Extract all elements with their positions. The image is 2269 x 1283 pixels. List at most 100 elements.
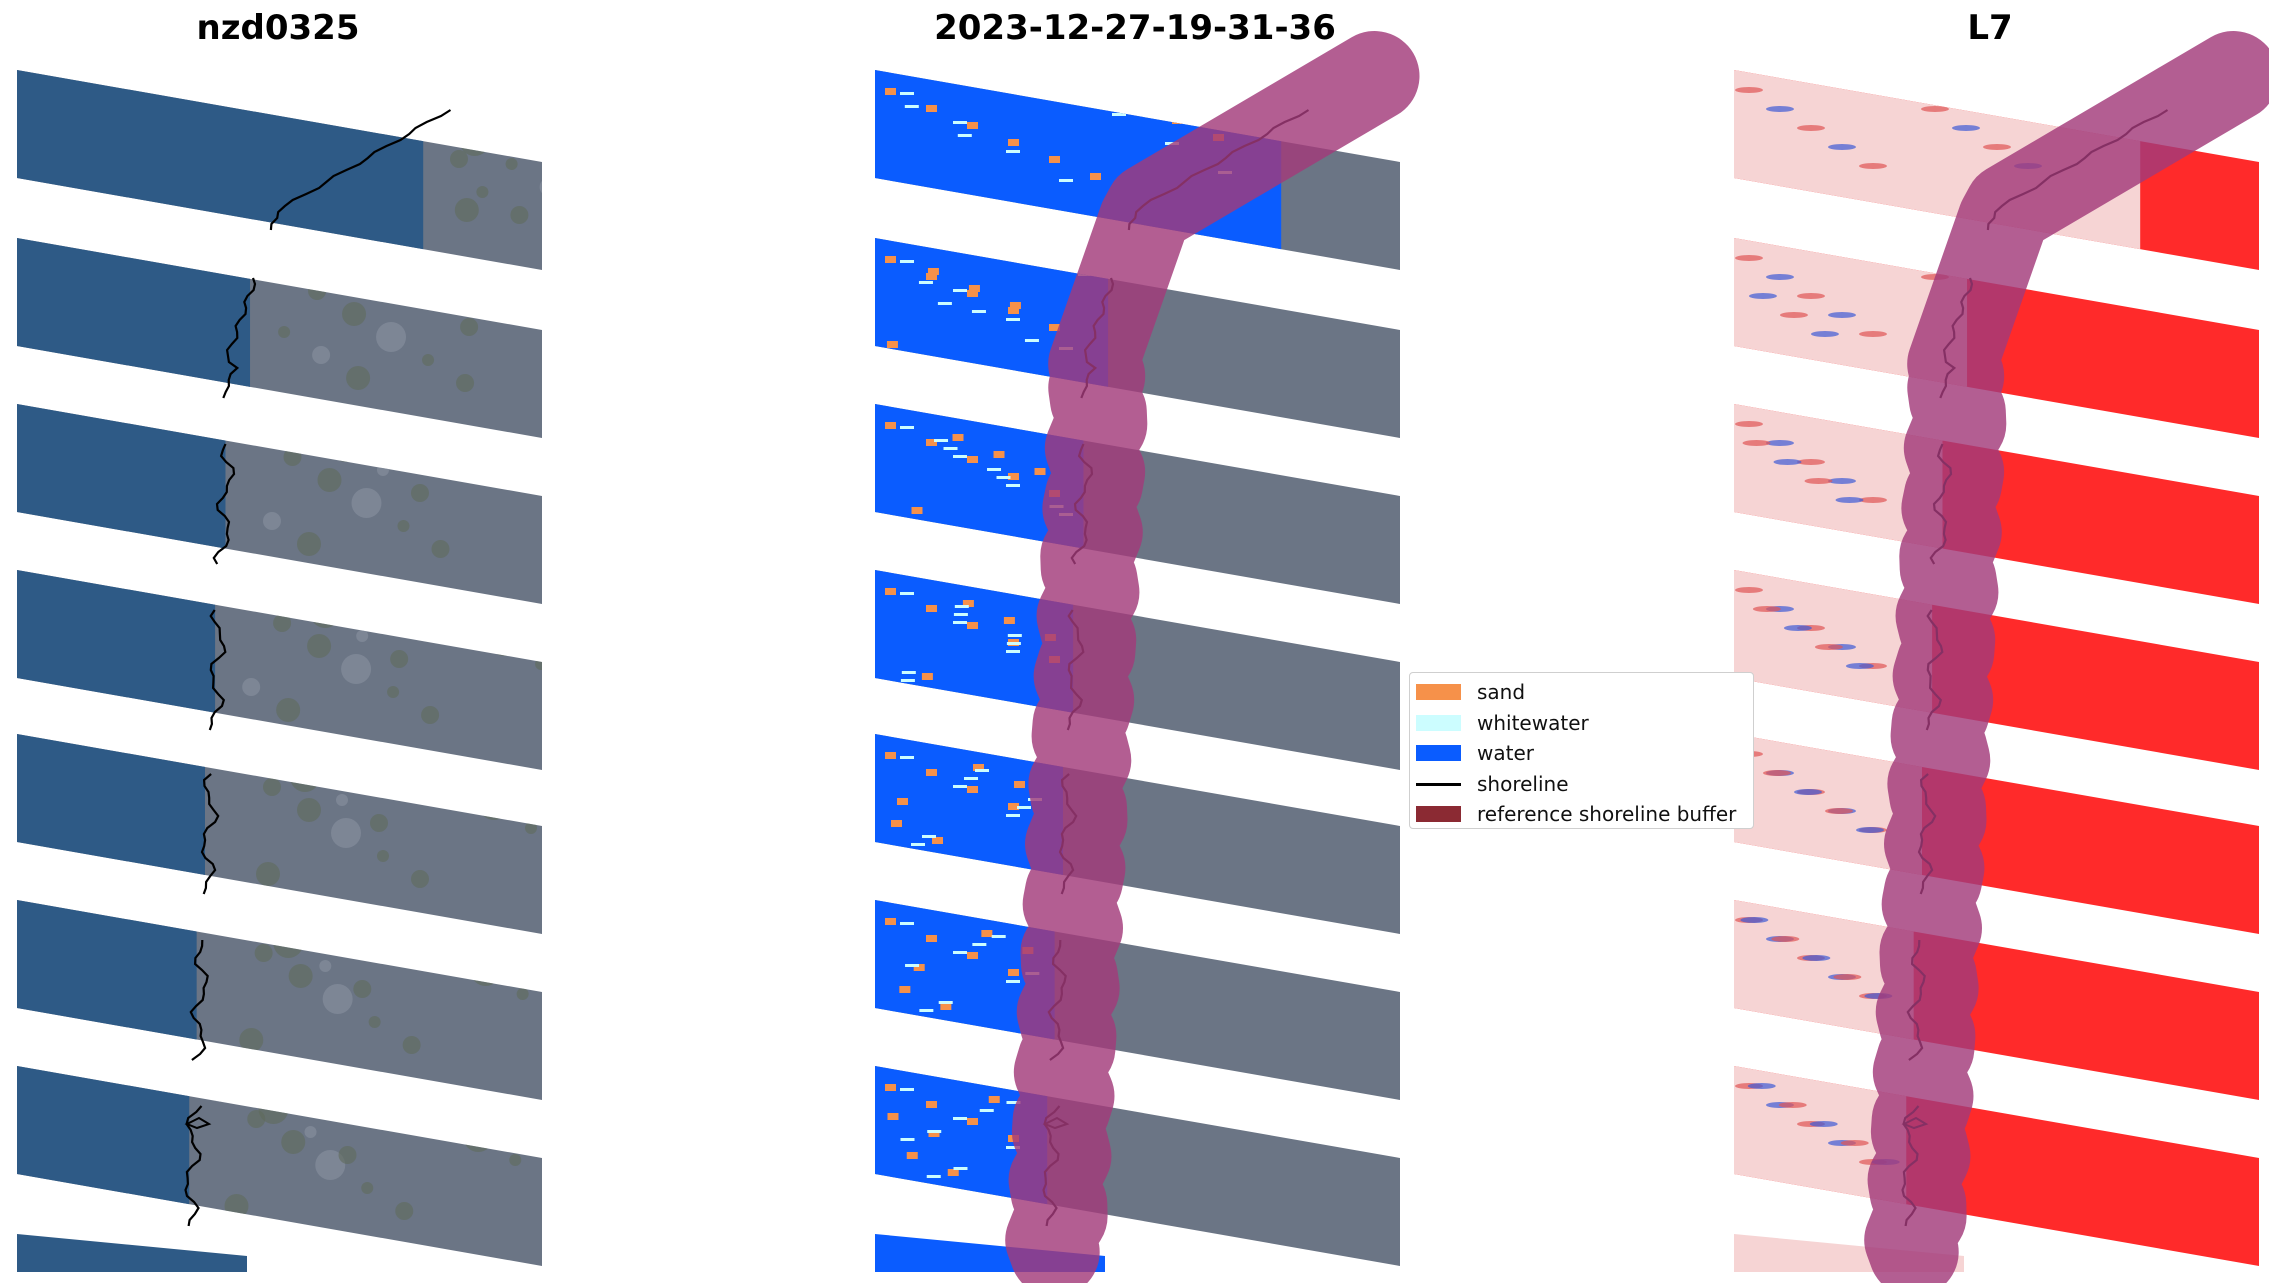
whitewater-pixel <box>937 302 952 305</box>
land-texture <box>274 262 287 274</box>
shoreline-fragment <box>184 1116 212 1130</box>
land-texture <box>262 778 281 796</box>
sand-pixel <box>947 1169 959 1176</box>
image-strip-partial <box>17 1234 247 1272</box>
buffer-swatch <box>1416 806 1461 822</box>
legend-item-whitewater: whitewater <box>1416 708 1589 738</box>
shoreline-line-swatch <box>1416 782 1461 786</box>
land-texture <box>524 822 537 834</box>
land-texture <box>459 126 490 156</box>
whitewater-pixel <box>900 1138 915 1141</box>
land-texture <box>426 298 439 310</box>
whitewater-pixel <box>1007 634 1022 637</box>
land-texture <box>544 106 568 130</box>
land-texture <box>289 762 320 792</box>
sand-pixel <box>968 285 980 292</box>
whitewater-pixel <box>953 1167 968 1170</box>
land-texture <box>338 1146 357 1164</box>
whitewater-pixel <box>938 1001 953 1004</box>
whitewater-pixel <box>954 605 969 608</box>
sand-pixel <box>926 769 937 776</box>
probability-texture <box>1771 936 1800 942</box>
sand-pixel <box>913 964 925 971</box>
sand-pixel <box>967 122 978 129</box>
whitewater-pixel <box>1006 150 1020 153</box>
probability-texture <box>1890 87 1918 93</box>
whitewater-pixel <box>987 468 1002 471</box>
whitewater-pixel <box>900 92 914 95</box>
sand-pixel <box>993 451 1005 458</box>
sand-pixel <box>885 588 896 595</box>
sand-pixel <box>940 1003 952 1010</box>
land-texture <box>273 614 292 632</box>
classified-image <box>875 31 1420 1283</box>
whitewater-pixel <box>904 105 919 108</box>
land-texture <box>390 650 409 668</box>
rgb-image-panel <box>17 66 542 1272</box>
probability-texture <box>1845 663 1874 669</box>
sand-pixel <box>1008 803 1019 810</box>
land-texture <box>341 654 372 684</box>
whitewater-pixel <box>1006 1101 1021 1104</box>
sand-pixel <box>885 918 896 925</box>
whitewater-pixel <box>943 447 958 450</box>
probability-texture <box>1735 87 1763 93</box>
probability-texture <box>1804 478 1833 484</box>
land-texture <box>488 98 519 128</box>
land-texture <box>410 484 429 502</box>
probability-image <box>1734 31 2269 1283</box>
sand-pixel <box>1172 117 1183 124</box>
legend-label-sand: sand <box>1477 680 1526 704</box>
whitewater-pixel <box>934 439 949 442</box>
shoreline <box>269 109 452 231</box>
whitewater-pixel <box>975 769 990 772</box>
sand-pixel <box>897 798 909 805</box>
image-strip <box>17 570 542 770</box>
sand-pixel <box>967 786 978 793</box>
land-texture <box>310 598 341 628</box>
land-texture <box>255 862 280 886</box>
probability-texture <box>1763 770 1792 776</box>
sand-pixel <box>1008 307 1019 314</box>
land-texture <box>395 1202 414 1220</box>
land-texture <box>224 1194 249 1218</box>
probability-texture <box>1773 459 1802 465</box>
probability-texture <box>1859 331 1887 337</box>
probability-texture <box>1735 255 1763 261</box>
sand-pixel <box>911 507 923 514</box>
land-texture <box>524 294 542 324</box>
land-texture <box>509 1154 522 1166</box>
classified-image-panel <box>875 31 1420 1283</box>
probability-texture <box>1890 255 1918 261</box>
land-texture <box>551 1008 569 1026</box>
land-texture <box>312 346 331 364</box>
land-texture <box>456 374 475 392</box>
whitewater-pixel <box>953 613 968 616</box>
probability-texture <box>1810 331 1839 337</box>
land-texture <box>376 464 389 476</box>
land-texture <box>463 1122 494 1152</box>
land-texture <box>476 186 489 198</box>
land-texture <box>402 1036 421 1054</box>
sand-pixel <box>967 1118 978 1125</box>
land-texture <box>369 814 388 832</box>
land-texture <box>273 928 304 958</box>
land-texture <box>436 936 461 960</box>
probability-image-panel <box>1734 31 2269 1283</box>
probability-texture <box>1859 163 1887 169</box>
probability-texture <box>1833 974 1862 980</box>
land-texture <box>296 798 321 822</box>
probability-texture <box>1748 293 1777 299</box>
land-texture <box>356 630 369 642</box>
probability-texture <box>1859 497 1887 503</box>
sand-pixel <box>1034 468 1046 475</box>
whitewater-pixel <box>927 1130 942 1133</box>
sand-pixel <box>973 764 985 771</box>
whitewater-pixel <box>900 592 914 595</box>
probability-texture <box>1835 497 1864 503</box>
legend-label-whitewater: whitewater <box>1477 711 1589 735</box>
whitewater-pixel <box>900 426 914 429</box>
whitewater-pixel <box>953 121 967 124</box>
sand-pixel <box>981 930 993 937</box>
sand-pixel <box>1008 139 1019 146</box>
